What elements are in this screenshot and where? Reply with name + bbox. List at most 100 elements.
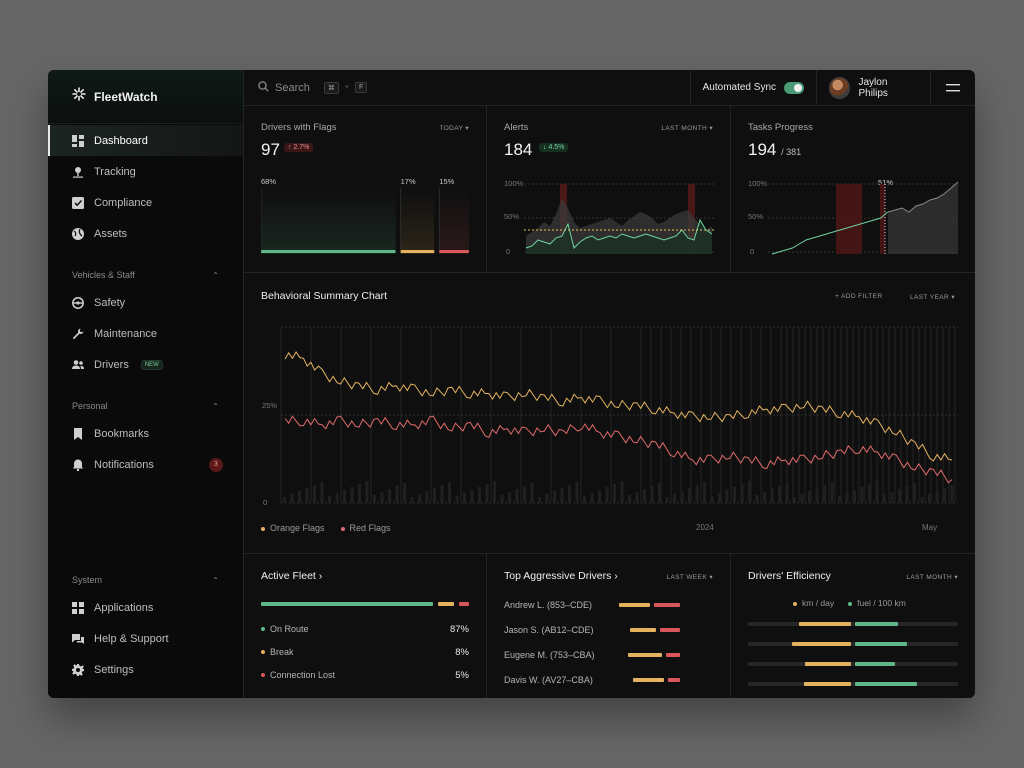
sidebar-item-settings[interactable]: Settings [48, 654, 243, 685]
search-bar[interactable]: Search ⌘ + F [244, 80, 690, 95]
volume-bar [718, 493, 721, 503]
card-title-link[interactable]: Top Aggressive Drivers › [504, 570, 618, 582]
fuel-bar [855, 662, 895, 666]
item-label: Connection Lost [270, 670, 336, 680]
volume-bar [440, 485, 444, 503]
card-title: Alerts [504, 122, 529, 133]
new-badge: NEW [140, 359, 163, 370]
sidebar-item-tracking[interactable]: Tracking [48, 156, 243, 187]
task-band [836, 184, 862, 254]
bell-icon [72, 459, 84, 471]
volume-bar [500, 495, 504, 503]
volume-bar [373, 495, 376, 503]
volume-bar [575, 482, 579, 503]
filter-dropdown[interactable]: LAST MONTH ▾ [906, 574, 958, 581]
user-menu[interactable]: Jaylon Philips [816, 70, 930, 106]
fuel-bar [855, 682, 917, 686]
efficiency-row [748, 642, 958, 646]
list-item: Connection Lost 5% [261, 669, 469, 681]
volume-bar [643, 489, 646, 503]
volume-bar [785, 483, 789, 503]
section-vehicles-staff[interactable]: Vehicles & Staff ⌃ [48, 263, 243, 287]
notification-count-badge: 3 [209, 457, 223, 472]
filter-dropdown[interactable]: LAST WEEK ▾ [666, 574, 713, 581]
range-label: LAST YEAR [910, 294, 950, 301]
sidebar-item-applications[interactable]: Applications [48, 592, 243, 623]
chat-icon [72, 633, 84, 645]
volume-bar [335, 493, 339, 503]
volume-bar [665, 497, 669, 503]
section-personal[interactable]: Personal ⌃ [48, 394, 243, 418]
wrench-icon [72, 328, 84, 340]
filter-dropdown[interactable]: LAST MONTH ▾ [661, 125, 713, 132]
sidebar-item-maintenance[interactable]: Maintenance [48, 318, 243, 349]
kpi-total: / 381 [781, 147, 802, 157]
sidebar-item-drivers[interactable]: Drivers NEW [48, 349, 243, 380]
filter-dropdown[interactable]: TODAY ▾ [439, 125, 469, 132]
volume-bar [515, 489, 519, 503]
user-name: Jaylon Philips [858, 76, 888, 99]
volume-bar [898, 489, 901, 503]
fleet-stacked-bar [261, 602, 470, 606]
volume-bar [935, 491, 939, 503]
topbar: Search ⌘ + F Automated Sync Jaylon Phili… [244, 70, 975, 106]
sidebar-item-assets[interactable]: Assets [48, 218, 243, 249]
sidebar-item-compliance[interactable]: Compliance [48, 187, 243, 218]
sidebar-item-label: Safety [94, 296, 126, 309]
volume-bar [508, 492, 511, 503]
list-item: Break 8% [261, 647, 469, 658]
sidebar-item-label: Notifications [94, 458, 154, 471]
flag-bar-label: 17% [401, 178, 416, 186]
y-tick: 50% [504, 212, 519, 221]
sidebar-item-dashboard[interactable]: Dashboard [48, 125, 243, 156]
y-tick: 100% [504, 179, 524, 188]
legend-item-orange[interactable]: Orange Flags [261, 523, 325, 533]
driver-row[interactable]: Davis W. (AV27–CBA) [504, 675, 714, 685]
menu-button[interactable] [930, 70, 975, 106]
add-filter-button[interactable]: + ADD FILTER [835, 293, 883, 300]
sidebar-item-bookmarks[interactable]: Bookmarks [48, 418, 243, 449]
marker-label: 51% [878, 178, 893, 187]
volume-bar [388, 489, 391, 503]
volume-bar [883, 495, 886, 503]
sidebar-item-safety[interactable]: Safety [48, 287, 243, 318]
kpi-value: 184 [504, 140, 533, 159]
shortcut-plus: + [344, 84, 349, 91]
legend-label: fuel / 100 km [857, 598, 906, 608]
alerts-line [525, 218, 713, 249]
avatar [829, 76, 851, 99]
red-bar [659, 628, 680, 632]
tasks-line [771, 211, 888, 255]
item-value: 5% [455, 669, 469, 681]
volume-bar [433, 488, 436, 503]
search-input[interactable]: Search [275, 81, 310, 94]
kpi-row: Drivers with Flags TODAY ▾ 97 ↑ 2.7% 68%… [244, 106, 975, 273]
legend-label: Red Flags [349, 523, 391, 533]
automated-sync: Automated Sync [689, 70, 816, 106]
driver-row[interactable]: Andrew L. (853–CDE) [504, 600, 714, 610]
fuel-bar [855, 622, 898, 626]
driver-row[interactable]: Jason S. (AB12–CDE) [504, 625, 714, 635]
efficiency-legend: km / day fuel / 100 km [793, 598, 906, 608]
section-system[interactable]: System ⌃ [48, 568, 243, 592]
card-title-link[interactable]: Active Fleet › [261, 570, 323, 582]
brand[interactable]: FleetWatch [48, 70, 243, 124]
sidebar-item-notifications[interactable]: Notifications 3 [48, 449, 243, 480]
volume-bar [808, 491, 811, 503]
legend-item-red[interactable]: Red Flags [340, 523, 391, 533]
y-tick: 0 [750, 247, 754, 256]
volume-bar [710, 496, 714, 503]
flag-bar-label: 68% [261, 178, 276, 186]
sidebar-item-help[interactable]: Help & Support [48, 623, 243, 654]
volume-bar [905, 486, 909, 503]
brand-name: FleetWatch [94, 89, 158, 104]
driver-row[interactable]: Eugene M. (753–CBA) [504, 650, 714, 660]
volume-bar [793, 497, 796, 503]
range-dropdown[interactable]: LAST YEAR ▾ [910, 294, 956, 301]
sync-toggle[interactable] [784, 81, 804, 94]
pin-icon [72, 166, 84, 178]
volume-bar [950, 485, 954, 503]
card-drivers-efficiency: Drivers' Efficiency LAST MONTH ▾ km / da… [731, 554, 975, 698]
volume-bar [733, 487, 736, 503]
volume-bar [725, 490, 729, 503]
